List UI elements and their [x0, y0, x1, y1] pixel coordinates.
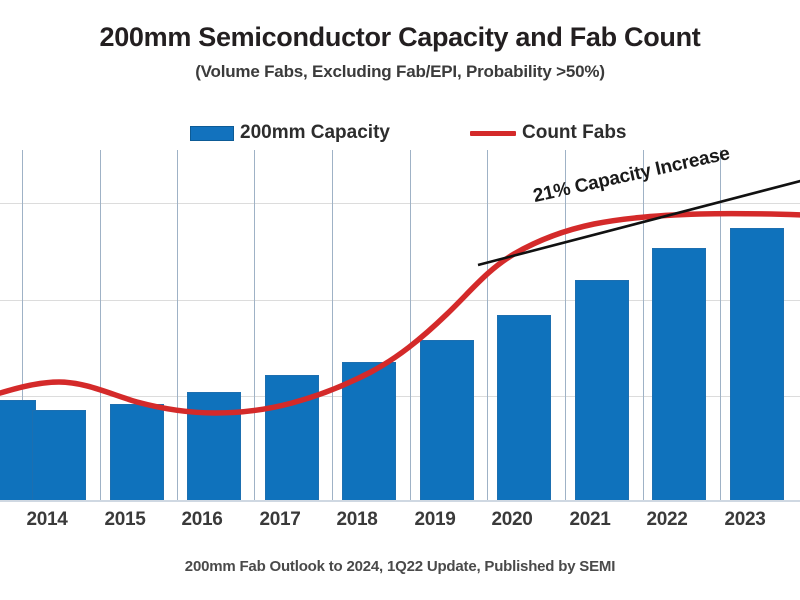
x-tick-2021: 2021	[569, 509, 611, 530]
trend-line-up-icon	[477, 179, 800, 267]
chart-source-footer: 200mm Fab Outlook to 2024, 1Q22 Update, …	[184, 558, 616, 575]
x-tick-2019: 2019	[414, 509, 456, 530]
chart-subtitle: (Volume Fabs, Excluding Fab/EPI, Probabi…	[195, 62, 605, 81]
legend-item-count-fabs[interactable]: Count Fabs	[470, 122, 627, 144]
bar-2023[interactable]	[730, 228, 784, 502]
gridline-horizontal	[0, 203, 800, 204]
bar-2020[interactable]	[497, 315, 551, 502]
legend-item-capacity[interactable]: 200mm Capacity	[190, 122, 390, 144]
gridline-vertical	[332, 150, 333, 502]
gridline-vertical	[487, 150, 488, 502]
gridline-vertical	[720, 150, 721, 502]
x-tick-2020: 2020	[491, 509, 533, 530]
x-tick-2018: 2018	[336, 509, 378, 530]
chart-title: 200mm Semiconductor Capacity and Fab Cou…	[99, 22, 701, 52]
blue-bar-swatch-icon	[190, 125, 234, 141]
x-tick-2015: 2015	[104, 509, 146, 530]
chart-legend: 200mm Capacity Count Fabs	[0, 122, 800, 146]
x-tick-2014: 2014	[26, 509, 68, 530]
x-tick-2016: 2016	[181, 509, 223, 530]
axis-baseline	[0, 500, 800, 502]
gridline-vertical	[100, 150, 101, 502]
gridline-vertical	[565, 150, 566, 502]
bar-2021[interactable]	[575, 280, 629, 502]
gridline-vertical	[22, 150, 23, 502]
gridline-vertical	[177, 150, 178, 502]
x-axis-tick-labels: 2014 2015 2016 2017 2018 2019 2020 2021 2022 2023	[0, 505, 800, 541]
gridline-vertical	[643, 150, 644, 502]
bar-2013[interactable]	[0, 400, 36, 502]
gridline-horizontal	[0, 396, 800, 397]
gridline-horizontal	[0, 300, 800, 301]
gridline-vertical	[410, 150, 411, 502]
x-tick-2023: 2023	[724, 509, 766, 530]
gridline-vertical	[254, 150, 255, 502]
bar-2018[interactable]	[342, 362, 396, 502]
plot-area	[0, 150, 800, 502]
line-overlay	[0, 179, 800, 416]
x-tick-2017: 2017	[259, 509, 301, 530]
x-tick-2022: 2022	[646, 509, 688, 530]
legend-label-count-fabs: Count Fabs	[522, 122, 627, 143]
bar-2014[interactable]	[32, 410, 86, 502]
legend-label-capacity: 200mm Capacity	[240, 122, 390, 143]
bar-2019[interactable]	[420, 340, 474, 502]
red-line-swatch-icon	[470, 130, 516, 136]
line-series-count-fabs	[0, 210, 800, 416]
